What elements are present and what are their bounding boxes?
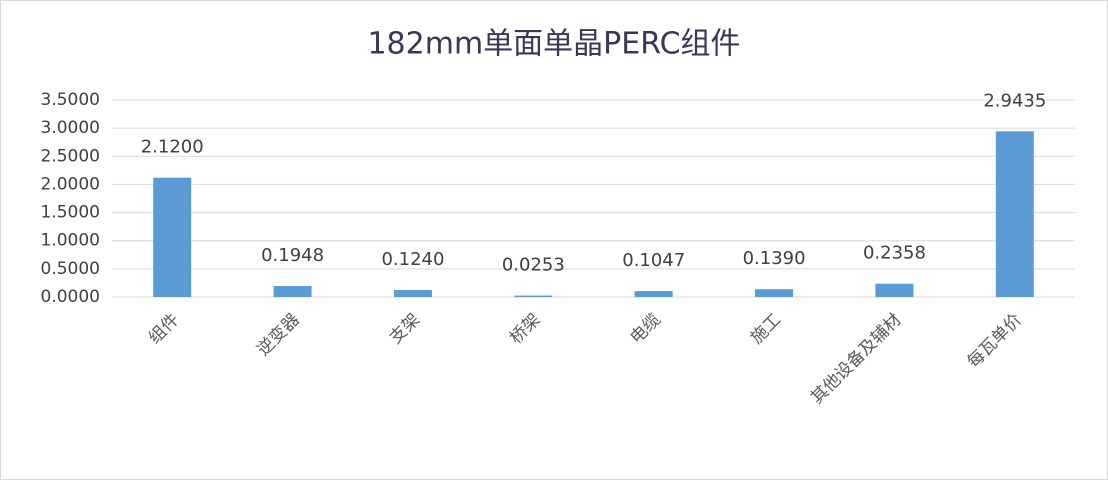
bar	[755, 289, 794, 297]
bar	[273, 286, 312, 297]
value-label: 0.0253	[502, 255, 565, 276]
y-tick-label: 1.0000	[41, 231, 100, 251]
y-tick-label: 1.5000	[41, 203, 100, 223]
y-tick-label: 0.5000	[41, 259, 100, 279]
bar	[995, 131, 1034, 297]
bar	[634, 291, 673, 297]
value-label: 0.1047	[622, 250, 685, 271]
value-label: 0.1948	[261, 245, 324, 266]
bar	[875, 283, 914, 297]
chart-title: 182mm单面单晶PERC组件	[367, 27, 740, 62]
bar	[514, 295, 553, 297]
y-tick-label: 2.0000	[41, 174, 100, 194]
bar	[393, 290, 432, 297]
y-tick-label: 3.5000	[41, 90, 100, 110]
value-label: 2.1200	[141, 137, 204, 158]
y-tick-label: 2.5000	[41, 146, 100, 166]
value-label: 0.1240	[381, 249, 444, 270]
bar	[153, 177, 192, 297]
value-label: 0.2358	[863, 243, 926, 264]
value-label: 2.9435	[983, 90, 1046, 111]
y-tick-label: 3.0000	[41, 118, 100, 138]
y-tick-label: 0.0000	[41, 287, 100, 307]
value-label: 0.1390	[743, 248, 806, 269]
